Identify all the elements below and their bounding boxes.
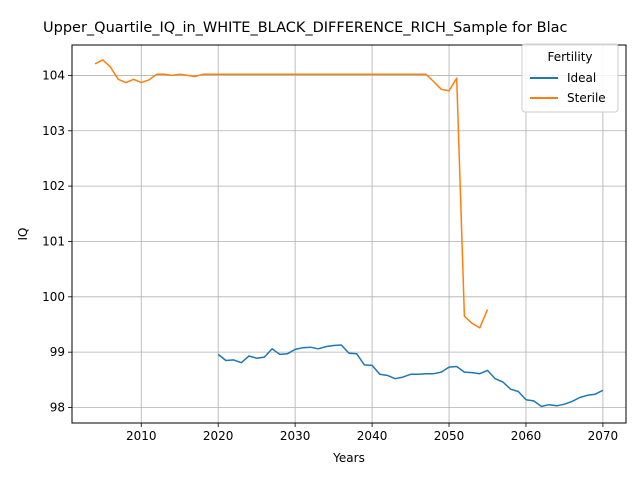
y-tick-label: 103 — [42, 124, 65, 138]
x-axis-label: Years — [332, 451, 365, 465]
y-tick-label: 98 — [50, 401, 65, 415]
legend: Fertility Ideal Sterile — [521, 43, 619, 113]
legend-title: Fertility — [547, 50, 592, 64]
legend-box — [521, 43, 619, 113]
x-tick-label: 2060 — [511, 429, 542, 443]
x-tick-label: 2070 — [588, 429, 619, 443]
x-tick-label: 2050 — [434, 429, 465, 443]
legend-label-sterile: Sterile — [567, 91, 606, 105]
plot-frame — [71, 44, 627, 424]
y-axis-label: IQ — [16, 228, 30, 241]
y-tick-label: 100 — [42, 290, 65, 304]
x-tick-label: 2010 — [126, 429, 157, 443]
y-axis-ticks: 98 99 100 101 102 103 104 — [42, 68, 72, 415]
y-tick-label: 101 — [42, 234, 65, 248]
x-tick-label: 2040 — [357, 429, 388, 443]
series-line-sterile — [94, 59, 489, 329]
x-tick-label: 2020 — [203, 429, 234, 443]
series-layer — [94, 59, 604, 408]
y-tick-label: 102 — [42, 179, 65, 193]
legend-label-ideal: Ideal — [567, 71, 596, 85]
series-line-ideal — [217, 344, 604, 408]
y-tick-label: 104 — [42, 68, 65, 82]
chart-title: Upper_Quartile_IQ_in_WHITE_BLACK_DIFFERE… — [43, 20, 568, 36]
y-tick-label: 99 — [50, 345, 65, 359]
x-axis-ticks: 2010 2020 2030 2040 2050 2060 2070 — [126, 423, 618, 443]
x-tick-label: 2030 — [280, 429, 311, 443]
